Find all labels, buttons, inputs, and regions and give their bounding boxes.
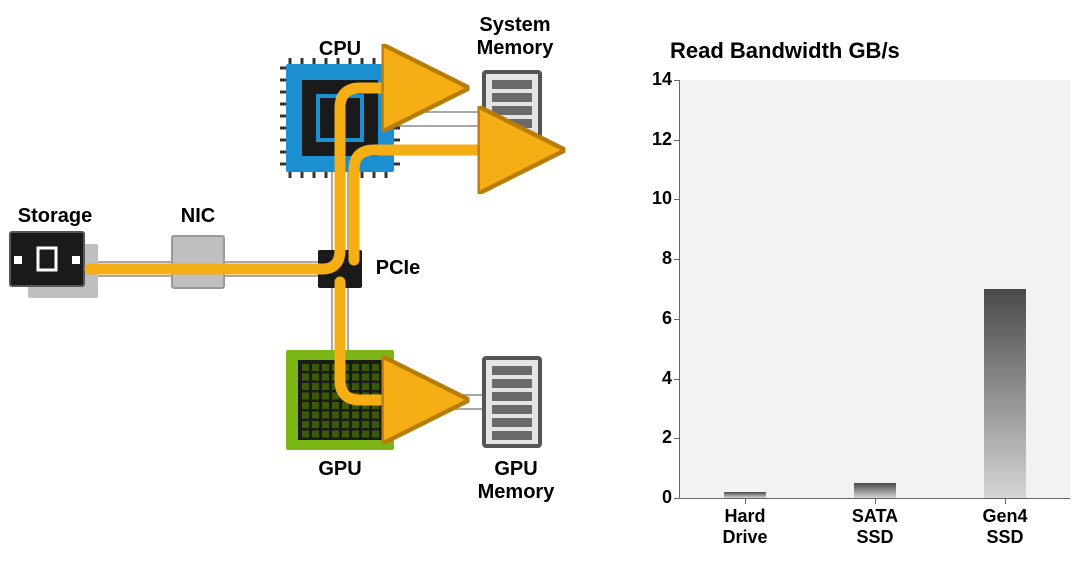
chart-title: Read Bandwidth GB/s bbox=[670, 38, 900, 64]
chart-bar bbox=[984, 289, 1026, 498]
nic-label: NIC bbox=[168, 205, 228, 228]
y-tick-label: 10 bbox=[632, 188, 672, 209]
system-memory-label: System Memory bbox=[460, 14, 570, 60]
pcie-label: PCIe bbox=[368, 257, 428, 280]
y-tick-label: 4 bbox=[632, 368, 672, 389]
y-tick-label: 6 bbox=[632, 308, 672, 329]
y-tick-label: 0 bbox=[632, 487, 672, 508]
y-tick-label: 14 bbox=[632, 69, 672, 90]
cpu-label: CPU bbox=[310, 38, 370, 61]
y-tick-label: 8 bbox=[632, 248, 672, 269]
gpu-memory-label: GPU Memory bbox=[466, 458, 566, 504]
chart-bar bbox=[854, 483, 896, 498]
x-category-label: SATA SSD bbox=[810, 506, 940, 547]
gpu-label: GPU bbox=[310, 458, 370, 481]
storage-label: Storage bbox=[10, 205, 100, 228]
x-category-label: Hard Drive bbox=[680, 506, 810, 547]
y-tick-label: 2 bbox=[632, 427, 672, 448]
x-category-label: Gen4 SSD bbox=[940, 506, 1070, 547]
y-tick-label: 12 bbox=[632, 129, 672, 150]
